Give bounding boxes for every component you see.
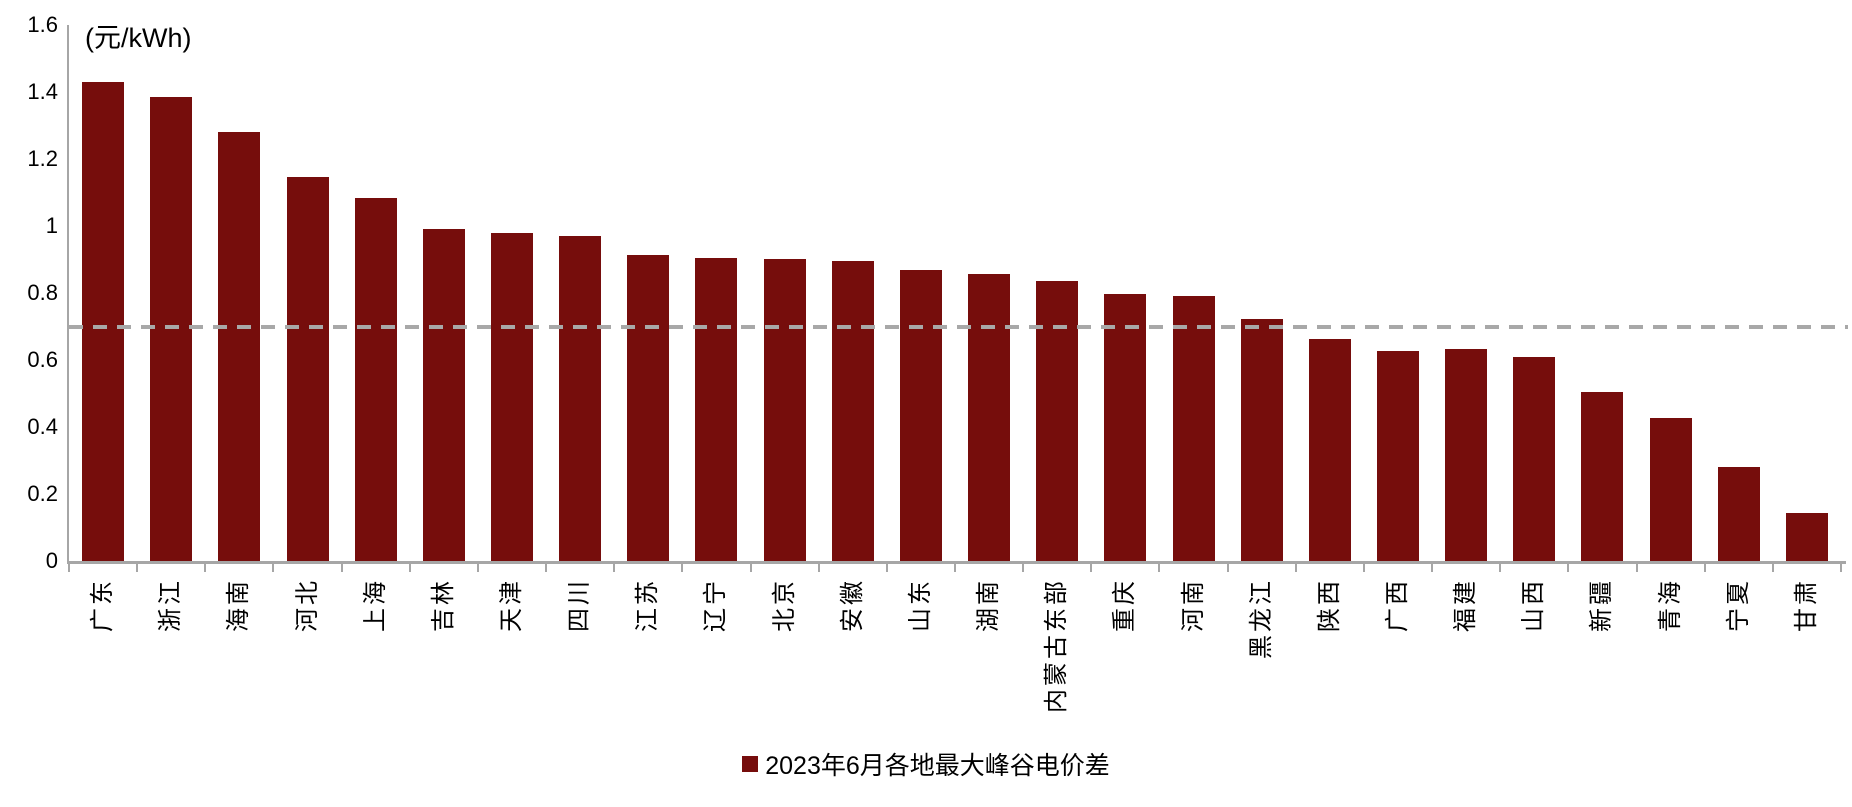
bar — [1513, 357, 1556, 561]
axis-tick-mark — [1703, 563, 1706, 572]
axis-tick-mark — [136, 563, 139, 572]
x-tick-label: 广东 — [89, 578, 117, 632]
y-tick-label: 1.6 — [27, 12, 58, 37]
x-tick-label: 内蒙古东部 — [1043, 578, 1071, 713]
bar — [286, 177, 329, 561]
y-tick-label: 1 — [45, 213, 58, 238]
axis-tick-mark — [1022, 563, 1025, 572]
axis-tick-mark — [408, 563, 411, 572]
axis-tick-mark — [1431, 563, 1434, 572]
x-tick-label: 福建 — [1452, 578, 1480, 632]
x-tick-label: 重庆 — [1111, 578, 1139, 632]
x-tick-label: 天津 — [498, 578, 525, 632]
axis-tick-mark — [1840, 563, 1842, 572]
x-tick-label: 山西 — [1520, 578, 1548, 632]
axis-tick-mark — [1499, 563, 1502, 572]
x-tick-label: 浙江 — [157, 578, 185, 632]
axis-tick-mark — [1294, 563, 1297, 572]
axis-tick-mark — [545, 563, 548, 572]
bar — [354, 197, 397, 561]
bar — [1445, 349, 1488, 561]
x-tick-label: 山东 — [906, 578, 934, 632]
x-tick-label: 河南 — [1179, 578, 1207, 632]
y-tick-label: 1.4 — [27, 79, 58, 104]
axis-tick-mark — [204, 563, 207, 572]
bar — [1240, 318, 1283, 561]
x-tick-label: 江苏 — [634, 578, 662, 632]
x-tick-label: 黑龙江 — [1247, 578, 1275, 659]
bar — [82, 81, 125, 561]
axis-tick-mark — [817, 563, 820, 572]
plot-area: 广东 浙江 海南 河北 上海 吉林 天津 四川 江苏 辽宁 北京 安徽 山东 湖南 内蒙古东部 重庆 河南 黑龙江… — [67, 25, 1848, 713]
bar — [831, 261, 874, 561]
y-tick-label: 0 — [45, 548, 58, 573]
y-axis-unit-label: (元/kWh) — [85, 23, 192, 53]
bar — [627, 255, 670, 561]
axis-tick-mark — [476, 563, 479, 572]
bar — [422, 229, 465, 561]
x-tick-label: 北京 — [770, 578, 798, 632]
axis-tick-mark — [1158, 563, 1161, 572]
bar — [968, 273, 1011, 561]
bar — [899, 270, 942, 561]
axis-tick-mark — [1771, 563, 1774, 572]
axis-tick-mark — [885, 563, 888, 572]
y-tick-label: 0.4 — [27, 414, 58, 439]
y-tick-label: 0.6 — [27, 347, 58, 372]
x-tick-label: 新疆 — [1588, 578, 1616, 632]
axis-tick-mark — [340, 563, 343, 572]
bar — [1785, 513, 1828, 561]
bar — [559, 236, 602, 561]
bar — [218, 132, 261, 561]
axis-tick-mark — [613, 563, 616, 572]
bar — [1717, 466, 1760, 561]
x-tick-label: 四川 — [566, 578, 594, 632]
bar — [763, 258, 806, 561]
x-tick-label: 广西 — [1384, 578, 1411, 632]
axis-tick-mark — [954, 563, 956, 572]
bar — [1649, 417, 1692, 561]
y-tick-label: 0.8 — [27, 280, 58, 305]
axis-tick-mark — [1567, 563, 1570, 572]
x-tick-label: 宁夏 — [1724, 578, 1752, 632]
bar — [1308, 339, 1351, 561]
x-tick-label: 安徽 — [838, 578, 866, 632]
y-axis-line — [67, 25, 69, 564]
bar — [150, 97, 193, 561]
axis-tick-mark — [1226, 563, 1229, 572]
x-tick-label: 上海 — [361, 578, 389, 632]
bar — [1377, 350, 1419, 561]
bar — [1104, 293, 1147, 561]
axis-tick-mark — [1090, 563, 1093, 572]
axis-tick-mark — [1635, 563, 1638, 572]
legend-color-swatch — [742, 756, 759, 772]
axis-tick-mark — [681, 563, 684, 572]
axis-tick-mark — [272, 563, 275, 572]
x-tick-label: 吉林 — [429, 578, 457, 632]
y-tick-label: 1.2 — [27, 146, 58, 171]
x-tick-label: 湖南 — [975, 578, 1003, 632]
axis-tick-mark — [68, 563, 70, 572]
bar — [695, 257, 738, 561]
y-tick-label: 0.2 — [27, 481, 58, 506]
bar — [1036, 280, 1079, 561]
axis-tick-mark — [1362, 563, 1365, 572]
x-tick-label: 河北 — [293, 578, 321, 632]
x-tick-label: 辽宁 — [702, 578, 730, 632]
x-tick-label: 甘肃 — [1792, 578, 1820, 632]
bar — [491, 232, 533, 561]
reference-dashed-line — [69, 324, 1848, 329]
axis-tick-mark — [749, 563, 752, 572]
bar — [1581, 391, 1624, 561]
legend: 2023年6月各地最大峰谷电价差 — [0, 746, 1852, 782]
legend-label: 2023年6月各地最大峰谷电价差 — [765, 752, 1110, 780]
x-axis-line — [67, 561, 1846, 564]
bar — [1172, 295, 1215, 561]
x-tick-label: 青海 — [1656, 578, 1684, 632]
x-tick-label: 海南 — [225, 578, 253, 632]
x-tick-label: 陕西 — [1315, 578, 1343, 632]
